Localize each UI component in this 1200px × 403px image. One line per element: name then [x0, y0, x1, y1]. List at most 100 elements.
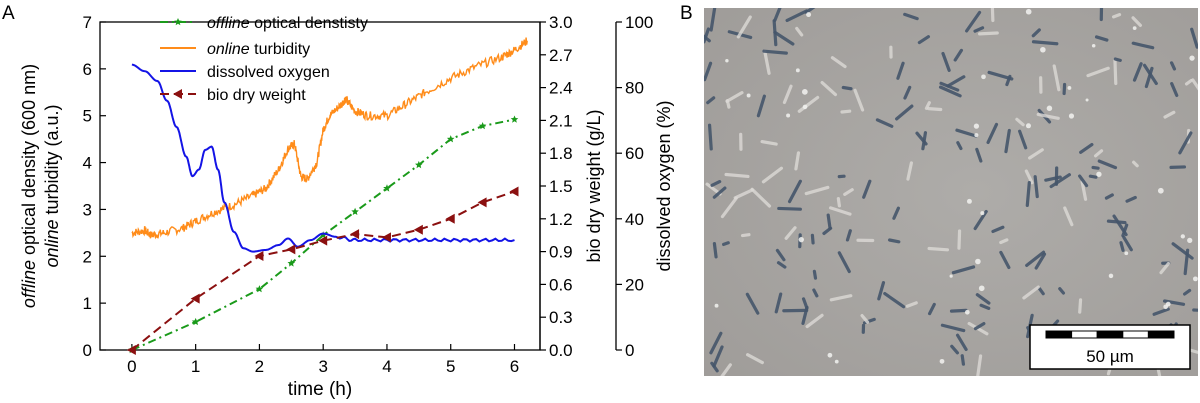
bacterium-cell	[895, 104, 914, 121]
scale-bar: 50 µm	[1029, 324, 1191, 370]
bacterium-cell	[928, 302, 936, 316]
bacterium-cell	[1106, 219, 1127, 225]
bacterium-cell	[704, 27, 710, 44]
bio-dry-weight-point	[413, 224, 423, 235]
bacterium-cell	[777, 206, 802, 211]
bacterium-cell	[845, 229, 852, 242]
bacterium-cell	[822, 226, 833, 236]
bacterium-cell	[763, 49, 771, 75]
left-tick-label: 2	[83, 247, 92, 266]
bacterium-cell	[1031, 40, 1059, 46]
offline-od-point	[383, 184, 391, 192]
bacterium-cell	[1058, 287, 1066, 295]
bacterium-cell	[756, 94, 766, 118]
bacterium-cell	[794, 151, 801, 171]
bacterium-cell	[826, 213, 832, 230]
bright-spot	[802, 104, 808, 110]
dissolved-oxygen-tick-label: 60	[625, 144, 644, 163]
bacterium-cell	[787, 179, 802, 204]
bacterium-cell	[917, 35, 930, 45]
bio-dry-weight-tick-label: 1.2	[549, 210, 573, 229]
bacterium-cell	[978, 31, 999, 36]
bacterium-cell	[812, 269, 818, 280]
bacterium-cell	[772, 19, 778, 47]
offline-od-point	[446, 135, 455, 143]
bacterium-cell	[1097, 159, 1118, 170]
bacterium-cell	[1031, 28, 1041, 38]
bacterium-cell	[903, 85, 912, 100]
bacterium-cell	[775, 248, 786, 262]
bacterium-cell	[949, 308, 968, 313]
x-tick-label: 5	[446, 357, 455, 376]
bacterium-cell	[785, 9, 809, 23]
bacterium-cell	[892, 206, 900, 220]
right-axis-dissolved-oxygen: 0 20 40 60 80 100	[615, 13, 653, 360]
bright-spot	[795, 68, 800, 73]
bacterium-cell	[712, 345, 724, 368]
left-tick-label: 7	[83, 13, 92, 32]
offline-od-point	[255, 285, 264, 293]
bacterium-cell	[1024, 169, 1034, 185]
bacterium-cell	[801, 305, 809, 325]
bacterium-cell	[707, 123, 713, 151]
bacterium-cell	[1112, 13, 1122, 19]
left-axis-label-line1-italic: offline	[19, 260, 39, 308]
bacterium-cell	[1078, 298, 1083, 314]
bio-dry-weight-point	[509, 186, 519, 197]
bacterium-cell	[709, 331, 723, 355]
bacterium-cell	[1078, 174, 1089, 188]
offline-od-point	[510, 115, 519, 123]
bright-spot	[801, 89, 808, 95]
bright-spot	[798, 236, 804, 243]
bright-spot	[974, 133, 979, 138]
bacterium-cell	[784, 226, 797, 240]
bacterium-cell	[709, 8, 717, 32]
x-tick-label: 1	[191, 357, 200, 376]
bacterium-cell	[999, 250, 1011, 270]
bacterium-cell	[782, 308, 809, 313]
left-tick-label: 4	[83, 154, 92, 173]
bacterium-cell	[1184, 79, 1193, 86]
bacterium-cell	[861, 323, 866, 334]
bacterium-cell	[1091, 165, 1100, 170]
bacterium-cell	[1169, 61, 1177, 71]
bacterium-cell	[1099, 8, 1104, 22]
bacterium-cell	[1052, 64, 1061, 92]
legend-text-1: online turbidity	[207, 41, 310, 58]
bright-spot	[1091, 43, 1096, 48]
left-axis-ticks: 0 1 2 3 4 5 6 7	[83, 13, 106, 360]
bacterium-cell	[712, 186, 727, 199]
bright-spot	[964, 309, 970, 315]
dissolved-oxygen-tick-label: 20	[625, 275, 644, 294]
bacterium-cell	[704, 61, 713, 82]
bacterium-cell	[986, 122, 999, 145]
bacterium-cell	[725, 91, 744, 103]
left-axis-label-line2-italic: online	[42, 220, 62, 268]
bacterium-cell	[1028, 148, 1044, 160]
series-line-1	[131, 37, 528, 240]
bacterium-cell	[736, 15, 752, 39]
bacterium-cell	[762, 49, 788, 55]
left-axis-label-line2-rest: turbidity (a.u.)	[42, 104, 62, 219]
bacterium-cell	[1119, 241, 1125, 252]
bacterium-cell	[987, 70, 1014, 81]
bacterium-cell	[1037, 287, 1045, 296]
bright-spot	[981, 74, 986, 80]
bacterium-cell	[795, 26, 804, 37]
bacterium-cell	[1022, 285, 1040, 300]
bright-spot	[975, 258, 981, 265]
bacterium-cell	[710, 180, 722, 187]
bacterium-cell	[956, 141, 963, 151]
bio-dry-weight-tick-label: 2.4	[549, 79, 573, 98]
bright-spot	[966, 198, 972, 204]
bacterium-cell	[960, 354, 966, 366]
bacterium-cell	[1183, 248, 1190, 276]
right-axis-bio-dry-weight: 0.0 0.3 0.6 0.9 1.2 1.5 1.8 2.1 2.4 2.7 3.0	[539, 13, 573, 360]
dissolved-oxygen-tick-label: 100	[625, 13, 653, 32]
bacterium-cell	[760, 140, 778, 146]
bacterium-cell	[951, 265, 976, 275]
bright-spot	[1096, 171, 1102, 177]
bacterium-cell	[830, 56, 847, 69]
bacterium-cell	[946, 75, 966, 88]
bio-dry-weight-point	[445, 213, 455, 224]
